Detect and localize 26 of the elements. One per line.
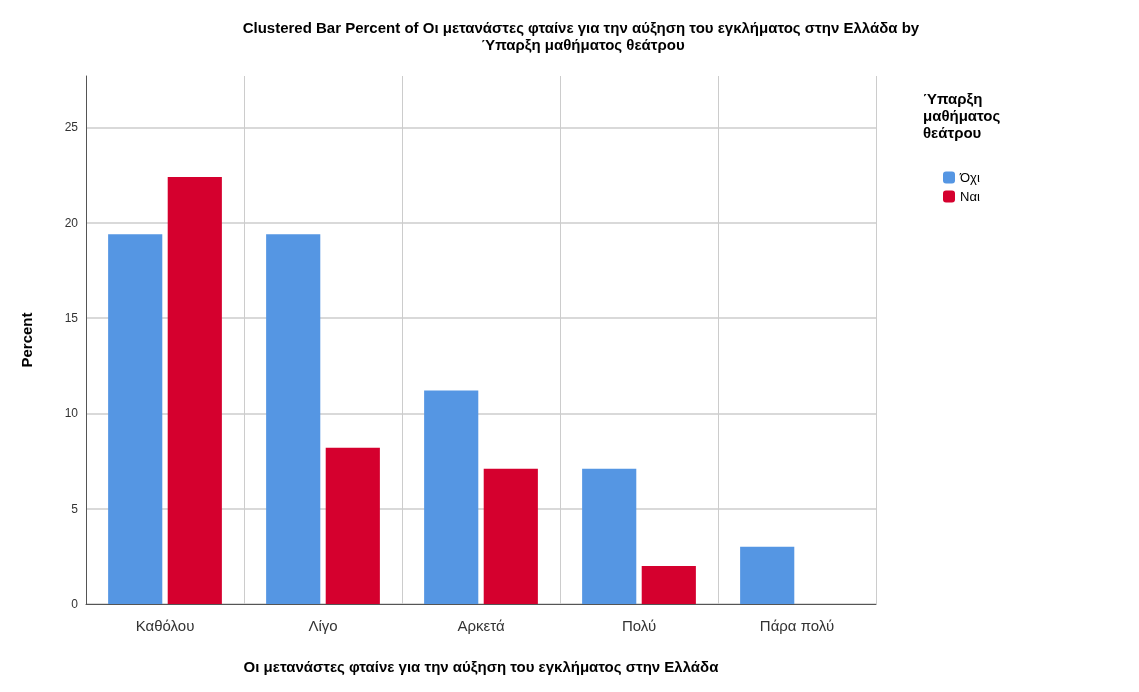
bar	[266, 234, 321, 604]
legend-label: Ναι	[960, 189, 980, 204]
x-tick-label: Αρκετά	[457, 617, 505, 634]
x-tick-label: Πάρα πολύ	[759, 617, 835, 634]
y-tick-label: 20	[64, 215, 79, 230]
y-tick-label: 25	[64, 120, 79, 135]
bar	[424, 390, 479, 604]
x-tick-label: Λίγο	[308, 617, 338, 634]
y-tick-label: 10	[64, 406, 79, 421]
bar	[325, 447, 380, 604]
legend-title: Ύπαρξη μαθήματος θεάτρου	[923, 90, 1005, 141]
bar	[740, 546, 795, 604]
legend-label: Όχι	[959, 170, 980, 185]
bar	[582, 468, 637, 604]
y-axis-title: Percent	[18, 312, 35, 368]
bar	[483, 468, 538, 604]
chart-title: Clustered Bar Percent of Οι μετανάστες φταίνε για την αύξηση του εγκλήματος στην Ελλάδα by Ύπαρξη μαθήματος θεάτρου	[242, 19, 924, 53]
y-tick-label: 5	[71, 501, 79, 516]
bar	[108, 234, 163, 604]
x-tick-label: Πολύ	[621, 617, 657, 634]
bar	[167, 177, 222, 604]
y-tick-label: 0	[71, 597, 79, 611]
x-axis-title: Οι μετανάστες φταίνε για την αύξηση του εγκλήματος στην Ελλάδα	[243, 658, 720, 675]
x-tick-label: Καθόλου	[135, 617, 195, 634]
y-tick-label: 15	[64, 311, 79, 326]
bar	[641, 565, 696, 604]
